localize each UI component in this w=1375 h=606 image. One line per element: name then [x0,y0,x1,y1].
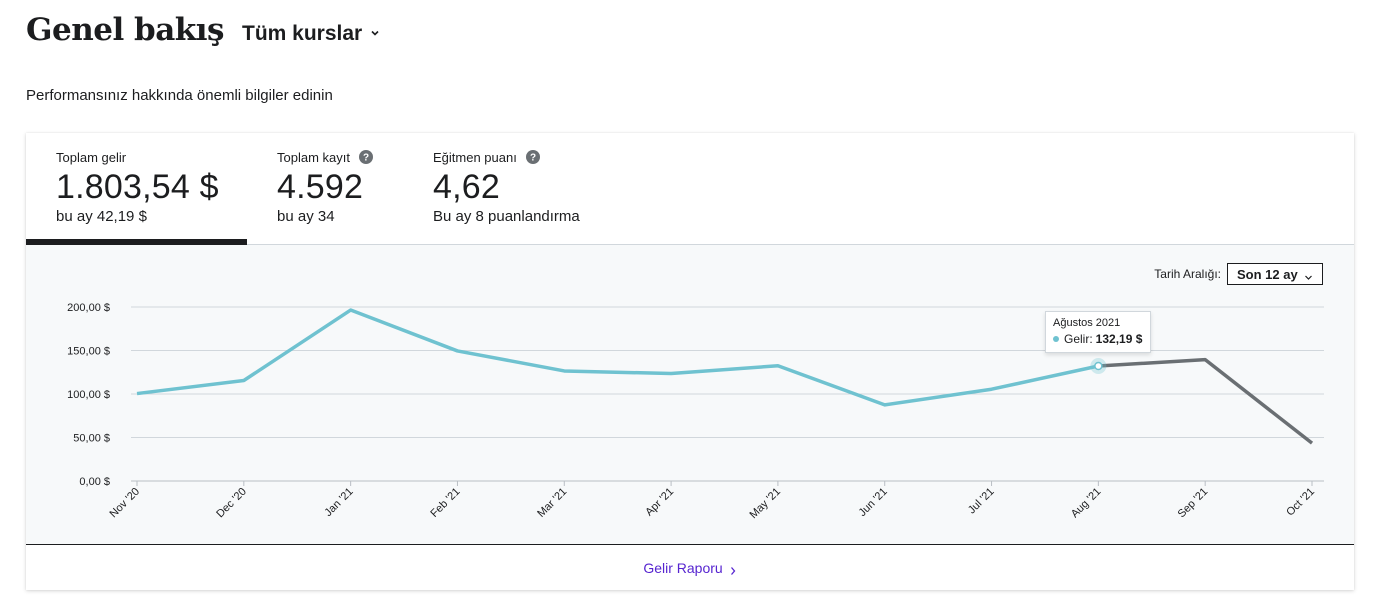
date-range-control: Tarih Aralığı: Son 12 ay [1154,263,1323,285]
page-header: Genel bakış Tüm kurslar [26,12,380,48]
x-tick-label: Dec '20 [214,486,249,521]
stat-subtext: bu ay 42,19 $ [56,208,147,225]
stat-value: 4,62 [433,168,500,206]
stat-label-text: Toplam kayıt [277,149,350,165]
stat-subtext: Bu ay 8 puanlandırma [433,208,580,225]
x-tick-label: Mar '21 [535,486,569,520]
revenue-report-link-label: Gelir Raporu [643,560,723,576]
x-tick-label: Jul '21 [966,486,997,517]
svg-text:?: ? [530,153,536,164]
chevron-right-icon [729,563,737,575]
x-tick-label: May '21 [748,486,783,521]
chart-tooltip: Ağustos 2021 Gelir: 132,19 $ [1045,311,1151,353]
x-tick-label: Oct '21 [1284,486,1317,519]
y-tick-label: 100,00 $ [67,389,110,401]
date-range-dropdown[interactable]: Son 12 ay [1227,263,1323,285]
stat-value: 4.592 [277,168,364,206]
stat-subtext: bu ay 34 [277,208,335,225]
x-tick-label: Sep '21 [1176,486,1211,521]
stat-tab-instructor-rating[interactable]: Eğitmen puanı ? 4,62 Bu ay 8 puanlandırm… [403,133,643,244]
date-range-label: Tarih Aralığı: [1154,267,1221,281]
stat-label: Eğitmen puanı ? [433,149,643,165]
revenue-chart-panel: Tarih Aralığı: Son 12 ay 0,00 $ 50,00 $ 10… [26,245,1354,545]
x-tick-label: Jan '21 [322,486,355,519]
x-tick-label: Feb '21 [428,486,462,520]
x-tick-label: Aug '21 [1069,486,1104,521]
svg-text:?: ? [363,153,369,164]
series-line-projection [1098,357,1314,445]
revenue-report-link[interactable]: Gelir Raporu [26,546,1354,590]
tooltip-row: Gelir: 132,19 $ [1053,332,1150,346]
series-line-gelir [136,308,1099,407]
stat-value: 1.803,54 $ [56,168,219,206]
y-tick-label: 200,00 $ [67,302,110,314]
y-tick-label: 0,00 $ [79,476,110,488]
y-tick-label: 150,00 $ [67,346,110,358]
date-range-value: Son 12 ay [1237,266,1298,282]
overview-card: Toplam gelir 1.803,54 $ bu ay 42,19 $ To… [26,133,1354,590]
course-selector-dropdown[interactable]: Tüm kurslar [242,22,380,46]
highlight-point [1094,361,1103,371]
course-selector-label: Tüm kurslar [242,22,363,45]
chevron-down-icon [1304,270,1313,280]
series-dot-icon [1053,336,1059,342]
stat-label-text: Toplam gelir [56,149,127,165]
stat-label: Toplam kayıt ? [277,149,403,165]
x-tick-label: Jun '21 [857,486,890,519]
stat-label: Toplam gelir [56,149,247,165]
stats-tabs: Toplam gelir 1.803,54 $ bu ay 42,19 $ To… [26,133,1354,245]
help-icon[interactable]: ? [358,150,373,164]
tooltip-title: Ağustos 2021 [1053,317,1121,329]
help-icon[interactable]: ? [525,150,540,164]
y-tick-label: 50,00 $ [73,433,110,445]
chevron-down-icon [370,25,380,36]
stat-label-text: Eğitmen puanı [433,149,517,165]
stat-tab-total-enrollments[interactable]: Toplam kayıt ? 4.592 bu ay 34 [247,133,403,244]
x-tick-label: Nov '20 [108,486,143,521]
page-title: Genel bakış [26,12,225,48]
stat-tab-total-revenue[interactable]: Toplam gelir 1.803,54 $ bu ay 42,19 $ [26,133,247,245]
page-subtitle: Performansınız hakkında önemli bilgiler … [26,87,333,104]
x-tick-label: Apr '21 [643,486,676,519]
tooltip-series-label: Gelir: [1064,332,1093,346]
active-tab-indicator [26,239,247,245]
tooltip-value: 132,19 $ [1095,332,1143,346]
revenue-line-chart[interactable]: 0,00 $ 50,00 $ 100,00 $ 150,00 $ 200,00 $ Nov… [26,245,1354,545]
